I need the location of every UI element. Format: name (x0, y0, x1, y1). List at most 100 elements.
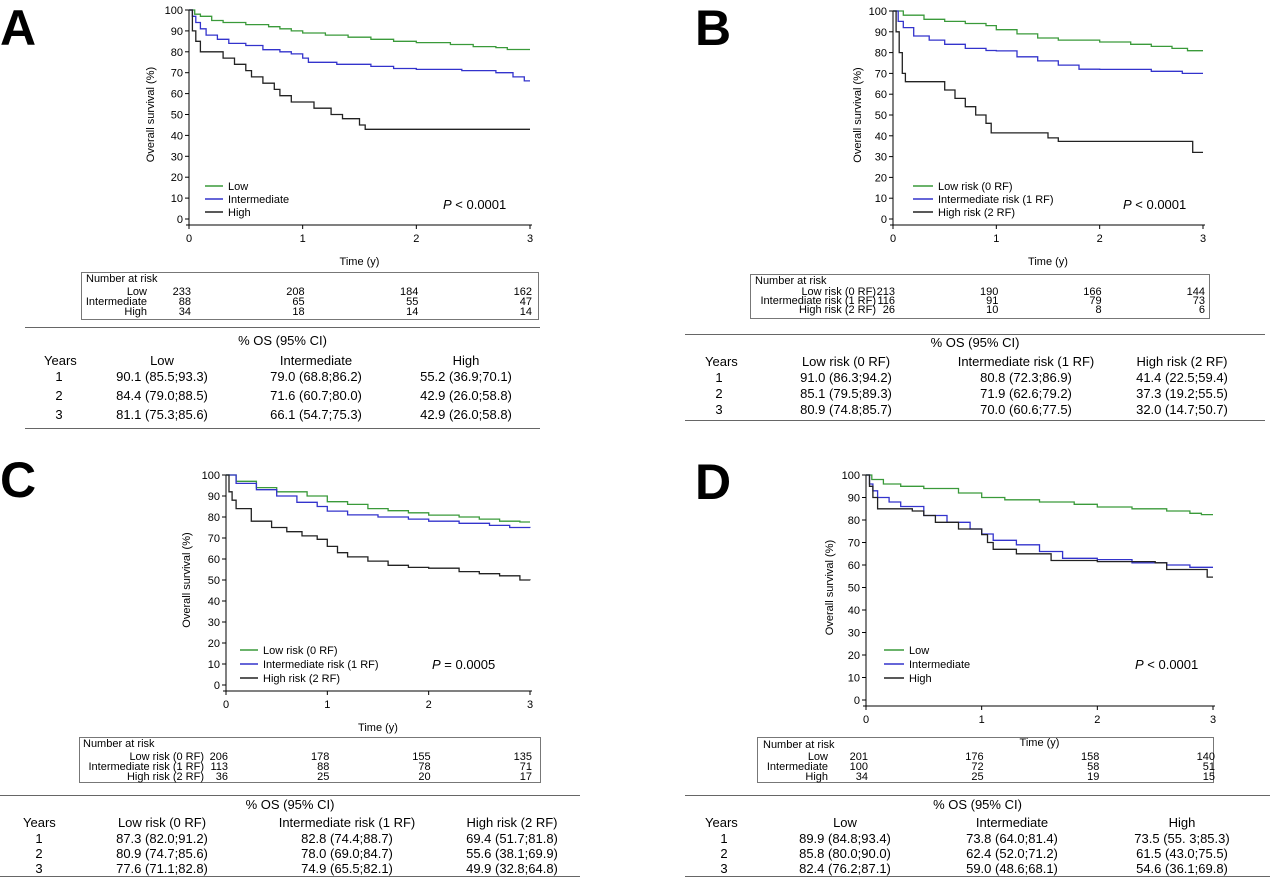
panel-a-y-tick-label: 70 (171, 68, 183, 80)
panel-a-os-rule-top (25, 327, 540, 328)
panel-a-os-header: Intermediate (279, 353, 353, 368)
panel-c-series-line-0 (226, 474, 530, 523)
panel-a-y-tick-label: 80 (171, 47, 183, 59)
panel-a-risk-value: 88 (178, 296, 191, 308)
panel-b-y-axis-label: Overall survival (%) (852, 67, 864, 162)
panel-b-y-tick-label: 20 (875, 172, 887, 184)
panel-b-legend-label-1: Intermediate risk (1 RF) (938, 194, 1054, 206)
panel-a-risk-value: 14 (519, 306, 532, 318)
panel-a-os-cell: 1 (55, 369, 63, 384)
panel-b-x-tick-label: 2 (1097, 233, 1103, 245)
panel-d-os-header: Intermediate (975, 815, 1049, 830)
panel-b-y-tick-label: 90 (875, 27, 887, 39)
panel-a-risk-value: 233 (172, 286, 191, 298)
panel-a-y-tick-label: 20 (171, 172, 183, 184)
panel-d-os-cell: 2 (720, 846, 728, 861)
panel-b-os-cell: 32.0 (14.7;50.7) (1136, 402, 1228, 417)
panel-b-y-tick-label: 30 (875, 152, 887, 164)
panel-d-y-tick-label: 0 (854, 695, 860, 707)
panel-b-risk-value: 73 (1192, 295, 1205, 307)
panel-b-os-rule-top (685, 334, 1265, 335)
panel-b-os-rule-bottom (685, 420, 1265, 421)
panel-a-series-line-0 (189, 9, 530, 51)
panel-c-legend-label-0: Low risk (0 RF) (263, 645, 338, 657)
panel-a-y-tick-label: 60 (171, 89, 183, 101)
panel-b-risk-value: 91 (986, 295, 999, 307)
panel-d-os-cell: 3 (720, 861, 728, 876)
panel-a-risk-value: 18 (292, 306, 305, 318)
panel-a-risk-value: 65 (292, 296, 305, 308)
panel-a-legend-label-0: Low (228, 181, 248, 193)
panel-a-risk-value: 47 (519, 296, 532, 308)
panel-a-os-rule-bottom (25, 428, 540, 429)
panel-d-os-cell: 73.5 (55. 3;85.3) (1134, 831, 1230, 846)
panel-b-x-tick-label: 0 (890, 233, 896, 245)
panel-a-os-cell: 81.1 (75.3;85.6) (116, 407, 208, 422)
panel-a-os-cell: 2 (55, 388, 63, 403)
panel-a-os-header: Low (150, 353, 174, 368)
panel-c-legend-label-2: High risk (2 RF) (263, 673, 340, 685)
panel-c-x-tick-label: 3 (527, 699, 533, 711)
panel-c-legend-label-1: Intermediate risk (1 RF) (263, 659, 379, 671)
panel-b-y-tick-label: 10 (875, 193, 887, 205)
panel-d-y-tick-label: 30 (848, 628, 860, 640)
panel-d-os-cell: 1 (720, 831, 728, 846)
panel-c-risk-table (79, 737, 541, 783)
panel-c-y-tick-label: 50 (208, 575, 220, 587)
panel-c-series-line-1 (226, 474, 531, 529)
panel-d-risk-row-label: High (805, 771, 828, 783)
panel-b-y-tick-label: 0 (881, 214, 887, 226)
panel-d-p-number: < 0.0001 (1144, 657, 1199, 672)
panel-a-y-tick-label: 10 (171, 193, 183, 205)
panel-b-risk-value: 116 (877, 295, 895, 307)
panel-d-risk-value: 51 (1202, 761, 1215, 773)
panel-a-risk-row-label: Intermediate (85, 296, 147, 308)
panel-a-p-symbol: P (443, 197, 452, 212)
panel-c-risk-value: 135 (513, 751, 532, 763)
panel-d-legend-label-0: Low (909, 645, 929, 657)
panel-c-os-cell: 80.9 (74.7;85.6) (116, 846, 208, 861)
panel-c-risk-value: 36 (215, 771, 228, 783)
panel-c-risk-value: 71 (519, 761, 532, 773)
panel-c-risk-value: 155 (412, 751, 431, 763)
panel-a-x-tick-label: 3 (527, 233, 533, 245)
panel-c-risk-row-label: Low risk (0 RF) (129, 751, 204, 763)
panel-a-os-cell: 84.4 (79.0;88.5) (116, 388, 208, 403)
panel-c-os-rule-top (0, 795, 580, 796)
panel-d-risk-value: 25 (971, 771, 984, 783)
panel-d-letter: D (695, 454, 732, 510)
panel-b-legend-label-0: Low risk (0 RF) (938, 181, 1013, 193)
panel-c-os-cell: 69.4 (51.7;81.8) (466, 831, 558, 846)
panel-a-y-tick-label: 90 (171, 26, 183, 38)
panel-d-risk-row-label: Intermediate (766, 761, 828, 773)
panel-b-y-tick-label: 80 (875, 48, 887, 60)
panel-a-risk-row-label: Low (126, 286, 147, 298)
panel-c-y-tick-label: 80 (208, 512, 220, 524)
panel-d-os-header: High (1168, 815, 1196, 830)
panel-d-y-tick-label: 50 (848, 583, 860, 595)
panel-a-risk-value: 162 (513, 286, 532, 298)
panel-c-os-cell: 3 (35, 861, 43, 876)
panel-c-risk-value: 20 (418, 771, 431, 783)
panel-a-os-cell: 66.1 (54.7;75.3) (270, 407, 362, 422)
panel-c-y-tick-label: 20 (208, 638, 220, 650)
panel-a-y-axis-label: Overall survival (%) (145, 67, 157, 162)
panel-c-os-header: Years (23, 815, 56, 830)
panel-d-x-axis-label: Time (y) (1020, 737, 1060, 749)
panel-c-risk-value: 88 (317, 761, 330, 773)
panel-b-os-title: % OS (95% CI) (930, 335, 1020, 350)
panel-c-os-header: Low risk (0 RF) (117, 815, 207, 830)
panel-b-risk-value: 6 (1198, 304, 1205, 316)
panel-d-y-axis-label: Overall survival (%) (824, 540, 836, 635)
panel-b-os-cell: 2 (715, 386, 723, 401)
panel-a-os-header: High (452, 353, 480, 368)
panel-a-y-tick-label: 100 (165, 5, 183, 17)
panel-a-os-cell: 3 (55, 407, 63, 422)
panel-c-os-cell: 49.9 (32.8;64.8) (466, 861, 558, 876)
panel-b-letter: B (695, 0, 732, 56)
panel-c-y-tick-label: 0 (214, 680, 220, 692)
panel-c-y-tick-label: 70 (208, 533, 220, 545)
panel-b-risk-value: 10 (986, 304, 999, 316)
panel-b-os-header: Intermediate risk (1 RF) (957, 354, 1095, 369)
